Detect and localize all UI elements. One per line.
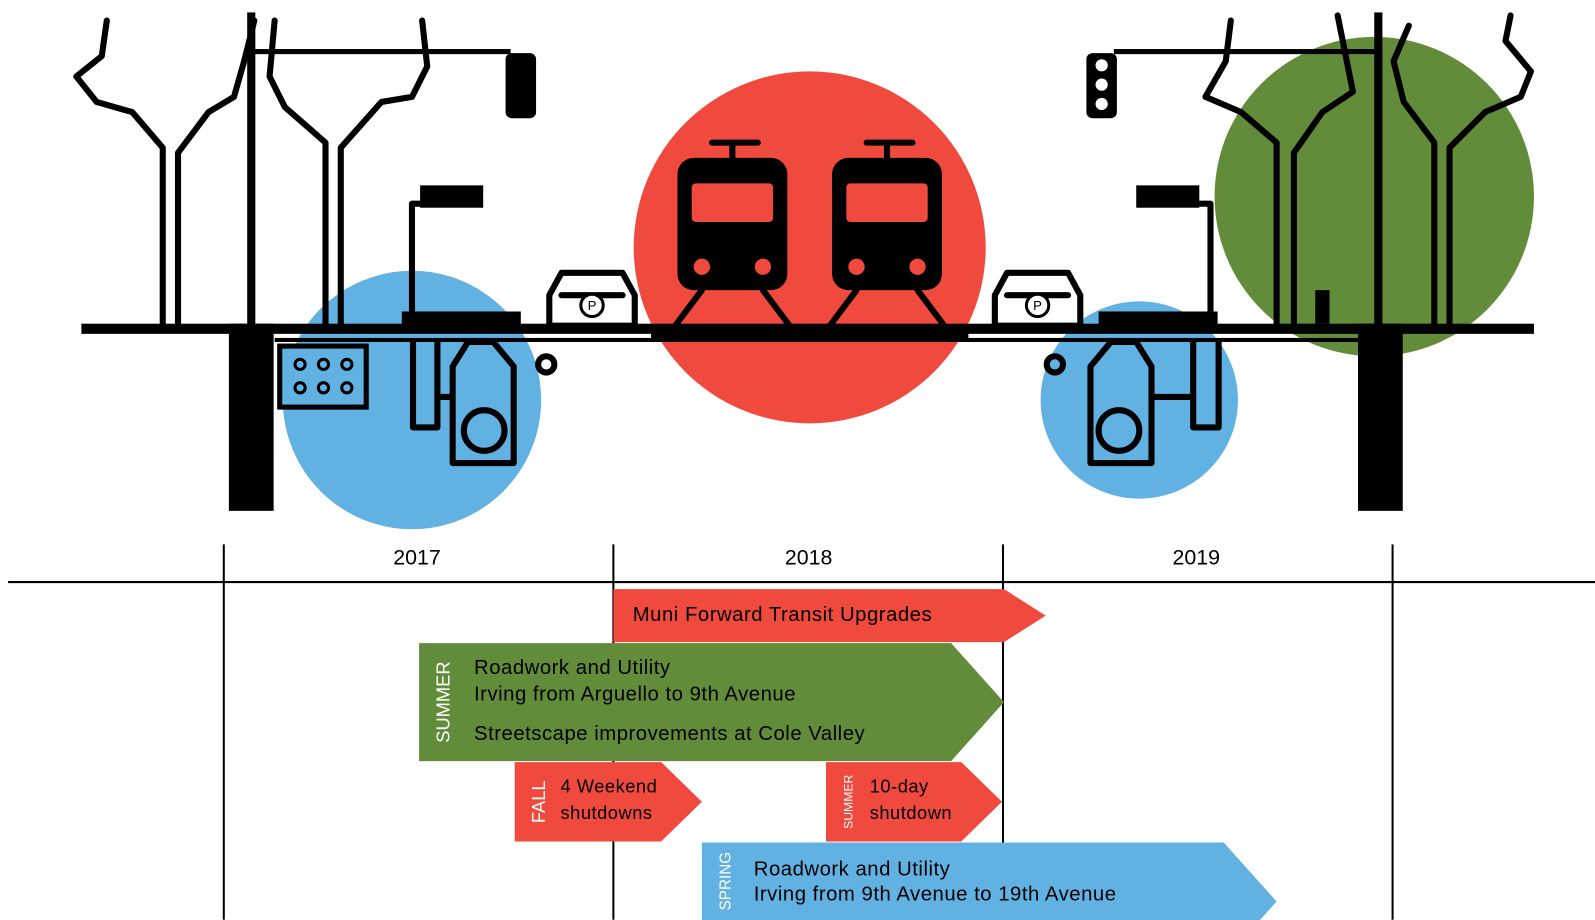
train — [668, 139, 797, 334]
lamp — [420, 185, 484, 208]
phase-text: Roadwork and Utility — [474, 657, 671, 679]
phase-arrow — [613, 589, 1046, 643]
phase-arrow — [419, 643, 1004, 762]
signal-arm — [1113, 49, 1377, 55]
lamp — [1136, 185, 1200, 208]
phase-text: Irving from Arguello to 9th Avenue — [474, 683, 796, 705]
lamp — [1182, 200, 1214, 327]
ground — [274, 337, 1364, 343]
signal-arm — [251, 49, 511, 55]
season-label: SUMMER — [842, 775, 856, 829]
signal — [505, 53, 537, 119]
season-label: FALL — [528, 780, 549, 823]
foundation — [228, 323, 274, 511]
hydrant — [1315, 290, 1330, 324]
foundation — [1357, 323, 1403, 511]
phase-text: 4 Weekend — [560, 775, 657, 796]
phase-text: Streetscape improvements at Cole Valley — [474, 723, 866, 745]
year-label: 2017 — [393, 545, 441, 569]
phase-text: shutdown — [870, 802, 952, 823]
vault — [277, 343, 369, 410]
train — [822, 139, 952, 334]
phase-text: Muni Forward Transit Upgrades — [633, 604, 932, 626]
phase-text: Roadwork and Utility — [754, 858, 951, 880]
year-label: 2018 — [785, 545, 833, 569]
tree — [1202, 12, 1534, 327]
year-label: 2019 — [1172, 545, 1220, 569]
tree — [73, 17, 431, 327]
phase-text: shutdowns — [560, 802, 652, 823]
phase-arrow — [701, 842, 1277, 920]
season-label: SUMMER — [432, 661, 453, 742]
pipe — [409, 338, 517, 467]
pole — [247, 12, 256, 328]
phase-arrow — [514, 762, 702, 842]
phase-text: 10-day — [870, 775, 929, 796]
street-illustration: P P — [73, 12, 1534, 530]
phase-text: Irving from 9th Avenue to 19th Avenue — [754, 884, 1117, 906]
svg-text:P: P — [1033, 298, 1042, 313]
pole — [1374, 12, 1383, 328]
phase-arrow — [825, 762, 1002, 842]
pipe — [1087, 338, 1222, 467]
season-label: SPRING — [717, 852, 734, 910]
svg-text:P: P — [588, 298, 597, 313]
